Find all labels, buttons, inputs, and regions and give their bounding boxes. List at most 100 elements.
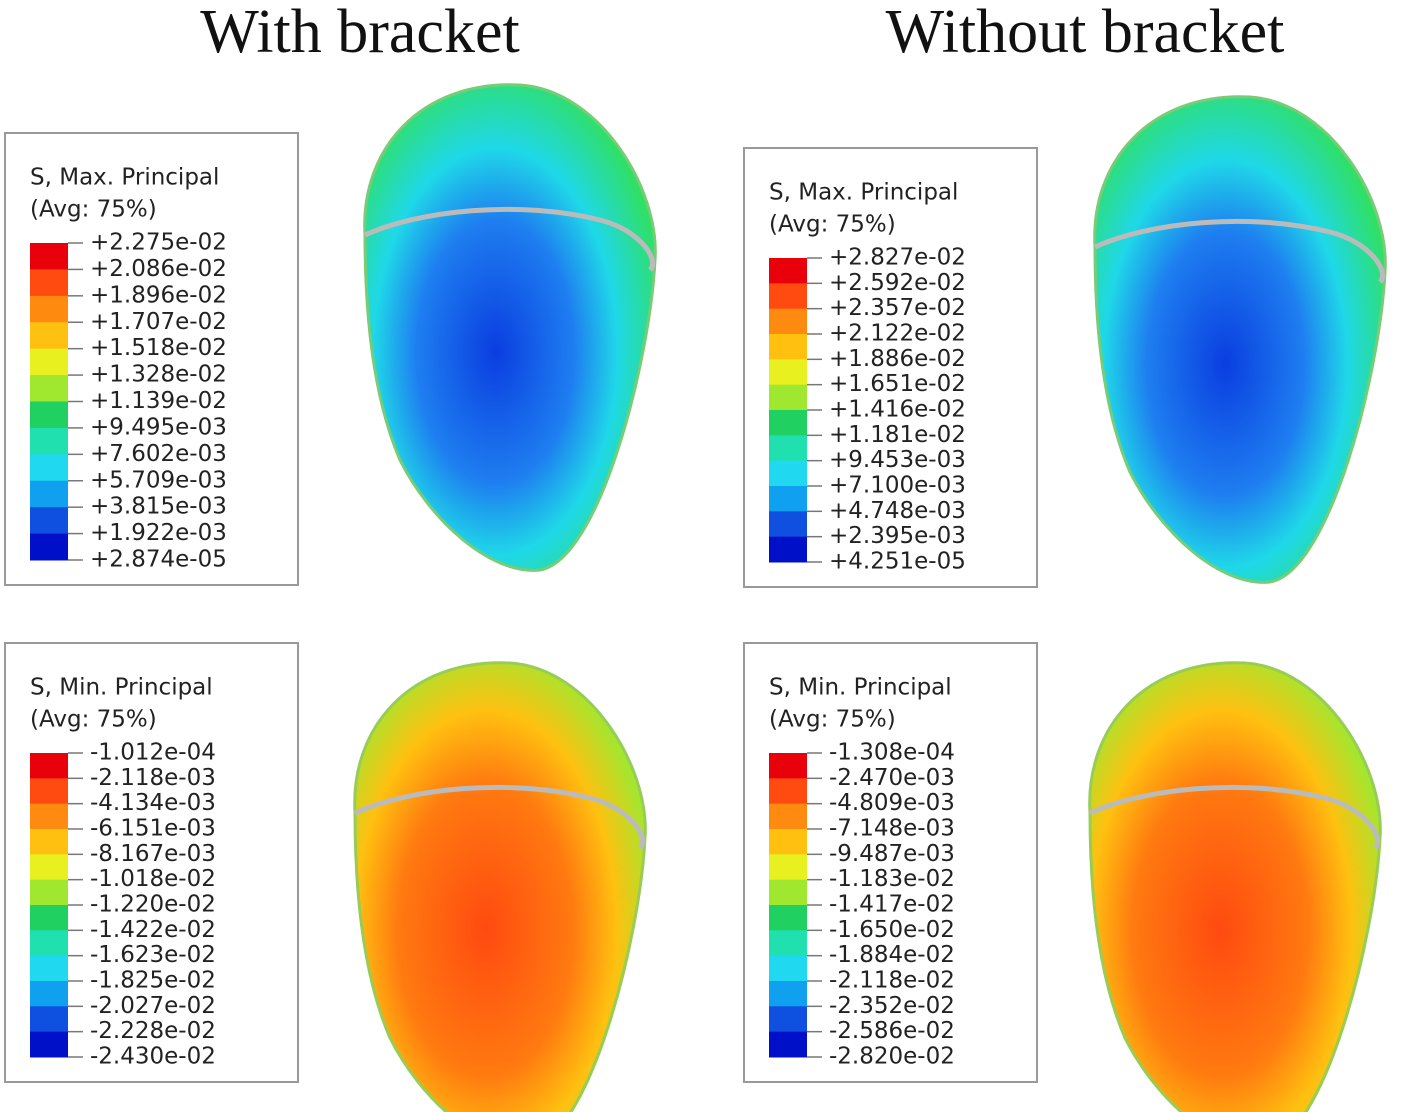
color-band — [769, 1006, 807, 1033]
legend-label: -2.470e-03 — [829, 765, 955, 791]
color-band — [30, 1006, 68, 1033]
legend-label: -1.012e-04 — [90, 740, 216, 766]
legend-label: +7.100e-03 — [829, 473, 966, 499]
legend-label: -2.820e-02 — [829, 1044, 955, 1070]
color-band — [30, 507, 68, 535]
legend-label: -4.134e-03 — [90, 790, 216, 816]
legend-label: +7.602e-03 — [90, 441, 227, 467]
color-band — [30, 854, 68, 881]
legend-label: +1.922e-03 — [90, 520, 227, 546]
legend-label: +2.592e-02 — [829, 270, 966, 296]
legend-label: +1.518e-02 — [90, 335, 227, 361]
color-band — [30, 879, 68, 906]
tooth-model — [355, 661, 647, 1112]
legend-label: +1.886e-02 — [829, 346, 966, 372]
tooth-model — [1095, 95, 1387, 584]
color-band — [769, 410, 807, 436]
color-band — [769, 955, 807, 982]
legend-label: +9.453e-03 — [829, 447, 966, 473]
legend-label: -2.228e-02 — [90, 1018, 216, 1044]
legend-label: +2.357e-02 — [829, 295, 966, 321]
color-band — [30, 454, 68, 482]
legend-label: +1.707e-02 — [90, 309, 227, 335]
legend-label: +2.275e-02 — [90, 230, 227, 256]
color-band — [769, 486, 807, 512]
legend-label: -8.167e-03 — [90, 841, 216, 867]
color-band — [769, 511, 807, 538]
legend-label: +2.086e-02 — [90, 256, 227, 282]
legend-label: -1.422e-02 — [90, 917, 216, 943]
legend-label: +1.181e-02 — [829, 422, 966, 448]
legend-label: +5.709e-03 — [90, 467, 227, 493]
color-band — [30, 829, 68, 855]
legend-label: +2.827e-02 — [829, 245, 966, 271]
color-band — [769, 778, 807, 805]
color-band — [30, 480, 68, 508]
color-band — [30, 981, 68, 1007]
color-band — [30, 348, 68, 376]
color-band — [30, 905, 68, 931]
color-band — [769, 1031, 807, 1058]
legend-label: +2.122e-02 — [829, 321, 966, 347]
column-title: Without bracket — [886, 0, 1285, 66]
color-band — [769, 359, 807, 386]
color-band — [30, 955, 68, 982]
color-band — [30, 401, 68, 429]
legend-label: -2.430e-02 — [90, 1044, 216, 1070]
legend-label: -2.118e-02 — [829, 968, 955, 994]
legend-subtitle: (Avg: 75%) — [769, 212, 896, 238]
color-band — [30, 753, 68, 779]
color-band — [769, 435, 807, 462]
legend-label: -1.825e-02 — [90, 968, 216, 994]
legend-label: -1.417e-02 — [829, 892, 955, 918]
legend-label: -1.308e-04 — [829, 740, 955, 766]
column-title: With bracket — [200, 0, 519, 66]
legend-title: S, Max. Principal — [30, 165, 219, 191]
color-band — [769, 854, 807, 881]
color-band — [30, 1031, 68, 1058]
tooth-model — [365, 83, 657, 572]
legend-label: -4.809e-03 — [829, 790, 955, 816]
color-band — [769, 930, 807, 957]
color-band — [30, 778, 68, 805]
legend-label: +1.651e-02 — [829, 371, 966, 397]
color-band — [769, 536, 807, 563]
legend-label: -7.148e-03 — [829, 816, 955, 842]
legend-label: +4.748e-03 — [829, 498, 966, 524]
legend-label: +1.139e-02 — [90, 388, 227, 414]
color-band — [769, 829, 807, 855]
legend-label: -1.220e-02 — [90, 892, 216, 918]
color-band — [769, 334, 807, 360]
color-band — [30, 803, 68, 830]
legend-label: -2.118e-03 — [90, 765, 216, 791]
legend-label: +1.896e-02 — [90, 282, 227, 308]
legend-label: -2.586e-02 — [829, 1018, 955, 1044]
legend-label: -1.884e-02 — [829, 942, 955, 968]
color-band — [30, 295, 68, 323]
legend-label: +1.416e-02 — [829, 397, 966, 423]
legend-subtitle: (Avg: 75%) — [30, 197, 157, 223]
legend-subtitle: (Avg: 75%) — [30, 707, 157, 733]
color-band — [769, 283, 807, 310]
legend-label: -1.623e-02 — [90, 942, 216, 968]
legend-title: S, Max. Principal — [769, 180, 958, 206]
color-band — [769, 384, 807, 411]
legend-label: -1.650e-02 — [829, 917, 955, 943]
legend-title: S, Min. Principal — [30, 675, 213, 701]
color-band — [769, 460, 807, 487]
color-band — [769, 753, 807, 779]
color-band — [769, 905, 807, 931]
legend-label: -6.151e-03 — [90, 816, 216, 842]
legend-label: +2.395e-03 — [829, 523, 966, 549]
legend-label: +2.874e-05 — [90, 547, 227, 573]
tooth-model — [1090, 661, 1382, 1112]
legend-label: -2.027e-02 — [90, 993, 216, 1019]
color-band — [30, 930, 68, 957]
color-band — [30, 243, 68, 270]
legend-label: +1.328e-02 — [90, 362, 227, 388]
legend-label: -1.018e-02 — [90, 866, 216, 892]
legend-subtitle: (Avg: 75%) — [769, 707, 896, 733]
legend-label: +9.495e-03 — [90, 414, 227, 440]
color-band — [30, 269, 68, 297]
legend-label: -1.183e-02 — [829, 866, 955, 892]
